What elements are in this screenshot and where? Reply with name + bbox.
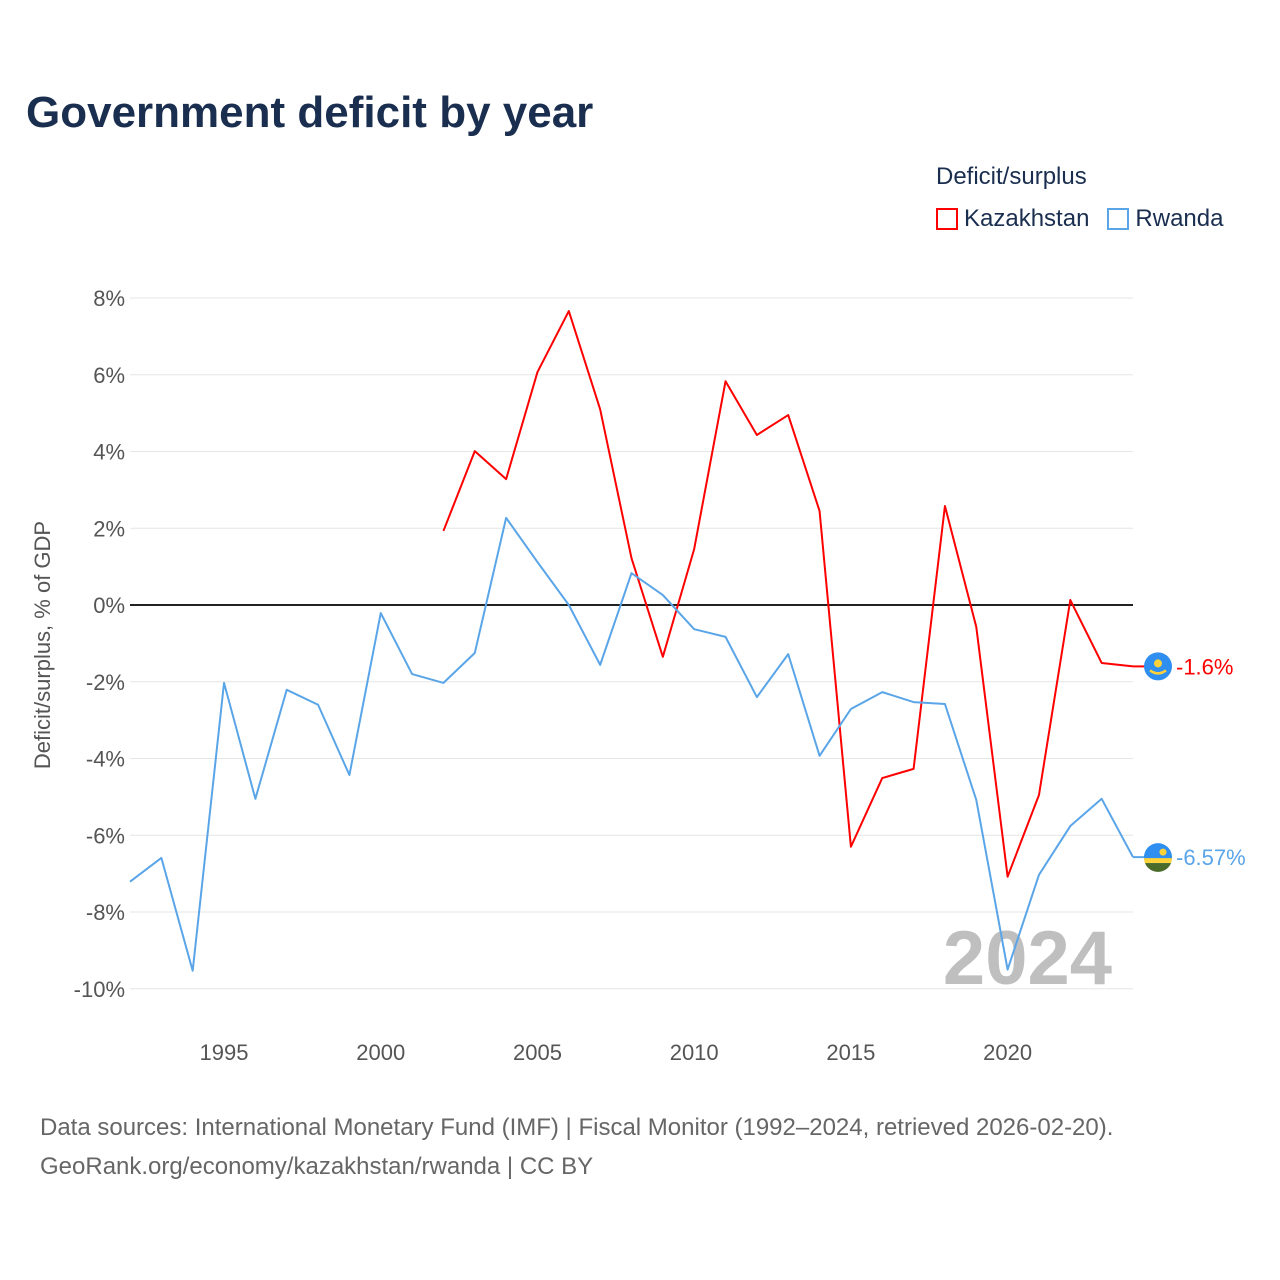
data-point-rwanda (1067, 823, 1073, 829)
data-point-rwanda (346, 772, 352, 778)
legend-label-kazakhstan: Kazakhstan (964, 205, 1090, 232)
legend: Kazakhstan Rwanda (936, 205, 1223, 233)
data-point-rwanda (660, 592, 666, 598)
data-point-rwanda (848, 706, 854, 712)
data-point-rwanda (409, 671, 415, 677)
legend-swatch-kazakhstan (936, 208, 958, 230)
data-point-rwanda (1036, 872, 1042, 878)
data-point-kazakhstan (848, 844, 854, 850)
data-point-rwanda (785, 651, 791, 657)
data-point-rwanda (879, 689, 885, 695)
y-tick-label: 2% (93, 516, 125, 541)
flag-sun-icon (1154, 659, 1162, 668)
data-point-rwanda (284, 687, 290, 693)
data-point-kazakhstan (973, 624, 979, 630)
legend-swatch-rwanda (1107, 208, 1130, 230)
x-tick-label: 2020 (983, 1040, 1032, 1065)
data-point-rwanda (817, 753, 823, 759)
data-point-kazakhstan (472, 448, 478, 454)
data-point-kazakhstan (1036, 792, 1042, 798)
data-point-kazakhstan (911, 766, 917, 772)
y-tick-label: 6% (93, 363, 125, 388)
data-point-rwanda (158, 855, 164, 861)
data-point-kazakhstan (785, 412, 791, 418)
y-tick-label: -6% (86, 823, 125, 848)
legend-label-rwanda: Rwanda (1135, 205, 1224, 232)
end-label-kazakhstan: -1.6% (1176, 654, 1233, 679)
data-point-kazakhstan (629, 555, 635, 561)
data-point-rwanda (503, 515, 509, 521)
data-point-rwanda (252, 796, 258, 802)
data-point-rwanda (942, 701, 948, 707)
data-point-rwanda (440, 680, 446, 686)
x-tick-label: 2010 (670, 1040, 719, 1065)
x-tick-label: 2000 (356, 1040, 405, 1065)
series-line-kazakhstan (442, 310, 1134, 878)
data-point-rwanda (472, 650, 478, 656)
year-watermark: 2024 (943, 916, 1112, 1001)
flag-sun-icon (1159, 848, 1167, 856)
data-point-kazakhstan (691, 546, 697, 552)
legend-item-rwanda[interactable]: Rwanda (1107, 205, 1223, 233)
flag-eagle-icon (1149, 669, 1167, 675)
y-tick-label: -2% (86, 670, 125, 695)
data-point-kazakhstan (879, 775, 885, 781)
data-point-rwanda (691, 626, 697, 632)
data-point-rwanda (754, 694, 760, 700)
data-point-rwanda (723, 634, 729, 640)
end-label-rwanda: -6.57% (1176, 845, 1246, 870)
data-point-rwanda (378, 610, 384, 616)
data-point-rwanda (597, 662, 603, 668)
y-tick-label: -8% (86, 900, 125, 925)
data-point-rwanda (534, 559, 540, 565)
data-point-kazakhstan (566, 308, 572, 314)
data-point-kazakhstan (942, 503, 948, 509)
y-tick-label: -4% (86, 747, 125, 772)
data-point-rwanda (566, 602, 572, 608)
y-tick-label: 0% (93, 593, 125, 618)
data-point-kazakhstan (723, 378, 729, 384)
data-point-rwanda (1005, 967, 1011, 973)
data-point-rwanda (911, 699, 917, 705)
y-tick-label: 8% (93, 286, 125, 311)
x-tick-label: 2015 (826, 1040, 875, 1065)
data-point-rwanda (221, 680, 227, 686)
data-point-kazakhstan (534, 369, 540, 375)
legend-item-kazakhstan[interactable]: Kazakhstan (936, 205, 1089, 233)
x-tick-label: 1995 (200, 1040, 249, 1065)
legend-title: Deficit/surplus (936, 163, 1087, 190)
data-point-kazakhstan (503, 476, 509, 482)
data-point-rwanda (190, 968, 196, 974)
data-point-kazakhstan (440, 528, 446, 534)
data-point-rwanda (315, 702, 321, 708)
data-point-rwanda (629, 570, 635, 576)
data-point-rwanda (127, 879, 133, 885)
footer-line-2[interactable]: GeoRank.org/economy/kazakhstan/rwanda | … (40, 1153, 594, 1180)
data-point-kazakhstan (1099, 660, 1105, 666)
data-point-kazakhstan (1067, 597, 1073, 603)
flag-green-band (1145, 863, 1171, 872)
chart-title: Government deficit by year (26, 88, 594, 137)
footer-line-1: Data sources: International Monetary Fun… (40, 1114, 1114, 1141)
data-point-kazakhstan (754, 432, 760, 438)
data-point-rwanda (1099, 796, 1105, 802)
data-point-rwanda (973, 797, 979, 803)
data-point-kazakhstan (597, 406, 603, 412)
y-tick-label: 4% (93, 440, 125, 465)
y-axis-label: Deficit/surplus, % of GDP (30, 521, 55, 769)
series-line-rwanda (129, 516, 1134, 972)
x-tick-label: 2005 (513, 1040, 562, 1065)
footer-source: Data sources: International Monetary Fun… (40, 1108, 1113, 1186)
y-tick-label: -10% (74, 977, 125, 1002)
data-point-kazakhstan (660, 654, 666, 660)
data-point-kazakhstan (817, 508, 823, 514)
data-point-kazakhstan (1005, 874, 1011, 880)
flag-yellow-band (1144, 858, 1172, 864)
